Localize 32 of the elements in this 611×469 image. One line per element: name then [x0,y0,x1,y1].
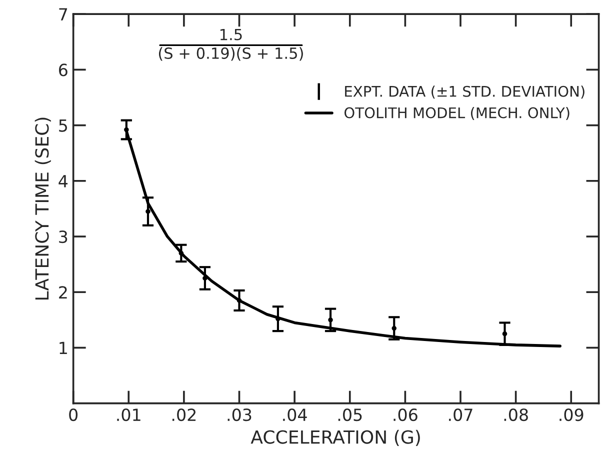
point [502,331,508,336]
y-tick-label: 6 [59,64,68,76]
x-tick-label: .04 [283,408,307,422]
point [178,250,184,256]
y-tick-label: 4 [58,175,68,188]
x-tick-label: .03 [228,408,252,422]
annotation: (S + 0.19)(S + 1.5) [158,47,303,61]
y-tick-label: 1 [60,342,67,354]
point [124,127,129,132]
x-tick-label: 0 [69,408,78,422]
x-tick-label: .06 [394,408,418,422]
y-tick-label: 2 [59,286,67,298]
point [328,318,333,322]
x-tick-label: .02 [172,408,196,422]
x-tick-label: .07 [449,408,472,422]
x-tick-label: .09 [560,408,584,422]
point [392,326,397,331]
point [146,209,150,214]
point [202,276,208,281]
x-axis-title: ACCELERATION (G) [250,430,420,446]
y-tick-label: 5 [59,119,68,132]
legend-label: EXPT. DATA (±1 STD. DEVIATION) [345,86,584,99]
x-tick-label: .08 [504,408,528,422]
x-tick-label: .01 [117,408,140,422]
annotation: 1.5 [220,28,242,40]
y-tick-label: 3 [59,230,68,244]
point [276,316,280,322]
x-tick-label: .05 [338,408,362,422]
point [236,298,242,303]
y-axis-title: LATENCY TIME (SEC) [34,118,51,300]
y-tick-label: 7 [59,8,68,20]
legend-label: OTOLITH MODEL (MECH. ONLY) [344,107,570,120]
